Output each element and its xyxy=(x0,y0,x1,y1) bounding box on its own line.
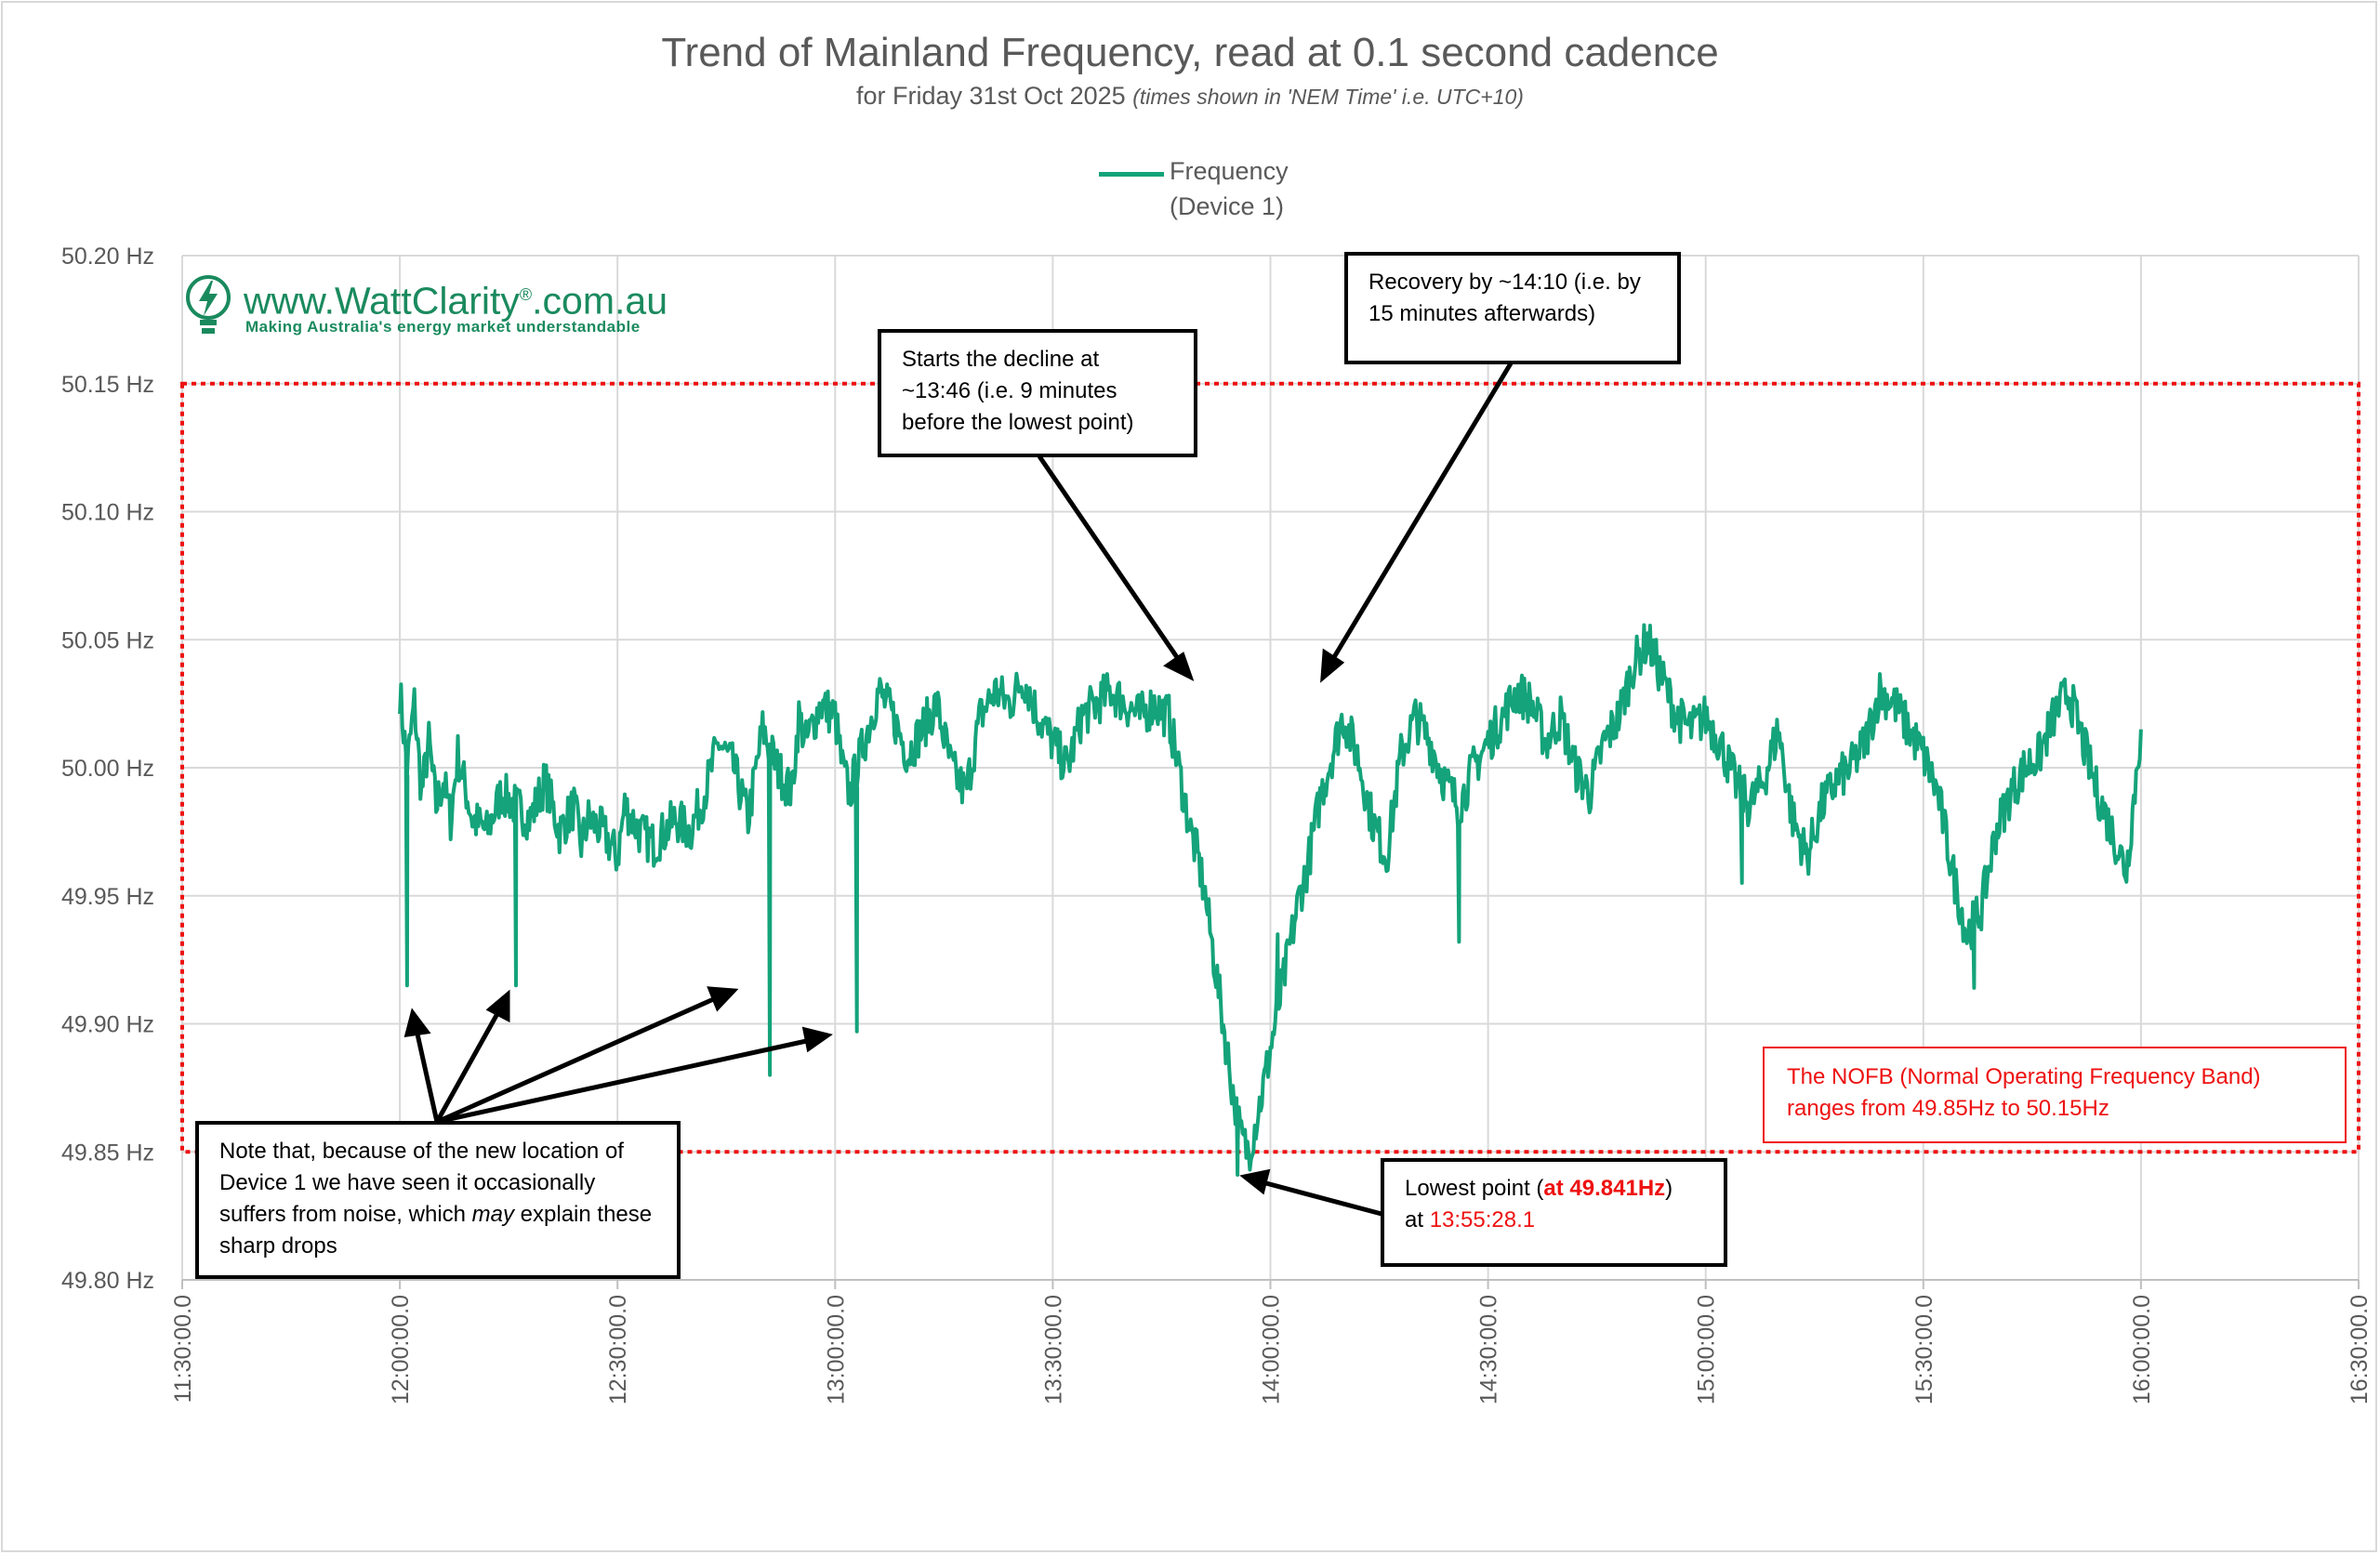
arrow-noise-4-shaft xyxy=(436,1037,812,1125)
x-tick-label: 14:00:00.0 xyxy=(1259,1295,1285,1404)
y-tick-label: 50.05 Hz xyxy=(61,627,154,653)
arrow-noise-4-head xyxy=(801,1026,833,1053)
chart-title: Trend of Mainland Frequency, read at 0.1… xyxy=(661,30,1719,75)
arrow-noise-2-head xyxy=(485,989,510,1023)
lightbulb-icon xyxy=(186,275,231,334)
logo-url-suffix: .com.au xyxy=(532,279,668,323)
nofb-band-outline xyxy=(180,381,2360,1154)
annotation-lowest-text-b: ) xyxy=(1665,1176,1673,1201)
annotation-noise-text-b: explain these sharp drops xyxy=(219,1202,653,1258)
arrow-decline-head xyxy=(1163,652,1195,681)
arrow-lowest-head xyxy=(1239,1168,1271,1195)
arrow-noise-3-head xyxy=(707,986,739,1012)
y-tick-label: 50.00 Hz xyxy=(61,756,154,782)
y-tick-label: 50.10 Hz xyxy=(61,500,154,526)
annotation-arrows xyxy=(403,362,1514,1217)
annotation-recovery-text: Recovery by ~14:10 (i.e. by 15 minutes a… xyxy=(1368,270,1641,326)
legend-swatch xyxy=(1099,172,1164,177)
annotation-noise-text-a: Note that, because of the new location o… xyxy=(219,1139,624,1227)
x-tick-label: 12:30:00.0 xyxy=(605,1295,631,1404)
x-tick-label: 11:30:00.0 xyxy=(170,1295,196,1403)
arrow-noise-1-shaft xyxy=(414,1029,440,1123)
annotation-noise: Note that, because of the new location o… xyxy=(195,1121,681,1279)
y-tick-label: 50.20 Hz xyxy=(61,244,154,270)
annotation-lowest-time: 13:55:28.1 xyxy=(1429,1207,1536,1232)
x-tick-labels: 11:30:00.0 12:00:00.0 12:30:00.0 13:00:00.0… xyxy=(170,1295,2373,1404)
y-tick-labels: 49.80 Hz 49.85 Hz 49.90 Hz 49.95 Hz 50.00 Hz… xyxy=(61,244,154,1294)
y-tick-label: 49.80 Hz xyxy=(61,1268,154,1294)
arrow-decline-shaft xyxy=(1037,455,1183,665)
annotation-noise-em: may xyxy=(471,1202,515,1227)
nofb-annotation-text: The NOFB (Normal Operating Frequency Ban… xyxy=(1787,1064,2261,1121)
nofb-annotation: The NOFB (Normal Operating Frequency Ban… xyxy=(1763,1047,2347,1143)
series-line xyxy=(398,623,2143,1177)
annotation-lowest: Lowest point (at 49.841Hz) at 13:55:28.1 xyxy=(1381,1158,1727,1267)
registered-mark: ® xyxy=(519,285,533,304)
y-tick-label: 50.15 Hz xyxy=(61,372,154,398)
annotation-decline: Starts the decline at ~13:46 (i.e. 9 min… xyxy=(878,329,1197,457)
arrow-noise-2-shaft xyxy=(434,1008,502,1124)
annotation-decline-text: Starts the decline at ~13:46 (i.e. 9 min… xyxy=(902,347,1134,435)
x-tick-label: 13:00:00.0 xyxy=(823,1295,849,1404)
arrow-recovery-shaft xyxy=(1329,362,1514,664)
logo-url-text: www.WattClarity xyxy=(244,279,520,323)
series-frequency xyxy=(398,623,2143,1177)
annotation-lowest-text-a: Lowest point ( xyxy=(1405,1176,1544,1201)
logo-url: www.WattClarity®.com.au xyxy=(244,271,668,324)
arrow-noise-1-head xyxy=(403,1008,431,1038)
subtitle-text: for Friday 31st Oct 2025 xyxy=(856,82,1126,110)
subtitle-note: (times shown in 'NEM Time' i.e. UTC+10) xyxy=(1132,85,1524,109)
x-tick-label: 16:00:00.0 xyxy=(2129,1295,2155,1404)
logo-tagline: Making Australia's energy market underst… xyxy=(245,318,641,336)
arrow-recovery-head xyxy=(1320,648,1345,683)
x-tick-label: 14:30:00.0 xyxy=(1476,1295,1502,1404)
wattclarity-logo: www.WattClarity®.com.au Making Australia… xyxy=(182,271,684,344)
x-tick-label: 15:00:00.0 xyxy=(1694,1295,1720,1404)
legend-label: Frequency (Device 1) xyxy=(1170,157,1289,220)
x-tick-label: 16:30:00.0 xyxy=(2347,1295,2373,1404)
x-tick-label: 15:30:00.0 xyxy=(1911,1295,1937,1404)
x-tick-label: 13:30:00.0 xyxy=(1040,1295,1066,1404)
chart-subtitle: for Friday 31st Oct 2025 (times shown in… xyxy=(0,78,2380,114)
arrow-noise-3-shaft xyxy=(435,995,720,1125)
arrow-lowest-shaft xyxy=(1262,1179,1382,1217)
y-tick-label: 49.90 Hz xyxy=(61,1012,154,1038)
y-tick-label: 49.95 Hz xyxy=(61,884,154,910)
y-tick-label: 49.85 Hz xyxy=(61,1140,154,1166)
title-block: Trend of Mainland Frequency, read at 0.1… xyxy=(0,28,2380,114)
x-tick-label: 12:00:00.0 xyxy=(388,1295,414,1404)
annotation-lowest-text-c: at xyxy=(1405,1207,1430,1232)
annotation-recovery: Recovery by ~14:10 (i.e. by 15 minutes a… xyxy=(1344,252,1681,364)
annotation-lowest-value: at 49.841Hz xyxy=(1543,1176,1666,1201)
